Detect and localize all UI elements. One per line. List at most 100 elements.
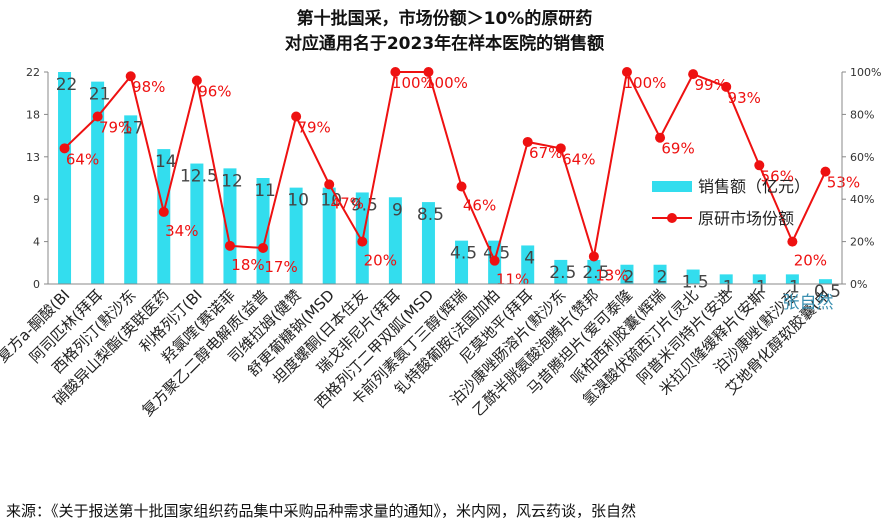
share-value-label: 56% bbox=[761, 167, 794, 185]
bar-value-label: 1 bbox=[789, 277, 800, 297]
bar bbox=[818, 279, 832, 284]
share-point bbox=[158, 206, 169, 217]
bar bbox=[223, 168, 237, 284]
y-right-tick-label: 40% bbox=[850, 193, 874, 206]
y-right-tick-label: 0% bbox=[850, 278, 867, 291]
bar bbox=[521, 245, 535, 284]
bar bbox=[686, 269, 700, 284]
share-value-label: 20% bbox=[364, 252, 397, 270]
y-left-tick-label: 9 bbox=[33, 193, 40, 206]
share-point bbox=[621, 67, 632, 77]
share-value-label: 53% bbox=[827, 174, 860, 192]
share-point bbox=[423, 67, 434, 77]
chart-title-line-1: 第十批国采，市场份额＞10%的原研药 bbox=[296, 9, 593, 29]
legend-swatch-bar bbox=[652, 181, 692, 192]
bar-value-label: 2.5 bbox=[549, 263, 576, 283]
bar-value-label: 4 bbox=[524, 248, 535, 268]
bar-value-label: 9 bbox=[392, 200, 403, 220]
share-point bbox=[125, 71, 136, 82]
share-point bbox=[357, 236, 368, 247]
chart-title-line-2: 对应通用名于2023年在样本医院的销售额 bbox=[284, 34, 605, 54]
y-left-tick-label: 4 bbox=[33, 236, 40, 249]
share-value-label: 20% bbox=[794, 252, 827, 270]
bar-value-label: 11 bbox=[254, 181, 276, 201]
share-point bbox=[489, 255, 500, 266]
y-left-tick-label: 13 bbox=[26, 151, 40, 164]
share-value-label: 67% bbox=[529, 144, 562, 162]
bar bbox=[785, 274, 799, 284]
bar-value-label: 1 bbox=[723, 277, 734, 297]
share-value-label: 100% bbox=[425, 74, 468, 92]
share-point bbox=[721, 81, 732, 92]
source-note: 来源：《关于报送第十批国家组织药品集中采购品种需求量的通知》，米内网，风云药谈，… bbox=[6, 502, 637, 520]
share-value-label: 99% bbox=[694, 76, 727, 94]
share-point bbox=[92, 111, 103, 122]
share-point bbox=[390, 67, 401, 77]
share-point bbox=[59, 143, 70, 154]
share-value-label: 18% bbox=[231, 256, 264, 274]
share-value-label: 79% bbox=[99, 119, 132, 137]
y-right-tick-label: 80% bbox=[850, 108, 874, 121]
share-value-label: 11% bbox=[496, 271, 529, 289]
bar bbox=[124, 115, 138, 284]
bar-value-label: 4.5 bbox=[450, 244, 477, 264]
y-left-tick-label: 18 bbox=[26, 108, 40, 121]
bar-value-label: 14 bbox=[155, 152, 177, 172]
bar bbox=[587, 259, 601, 284]
bar bbox=[752, 274, 766, 284]
legend-marker-line bbox=[667, 213, 677, 223]
bar bbox=[554, 259, 568, 284]
bar bbox=[322, 187, 336, 284]
share-point bbox=[522, 136, 533, 147]
y-right-tick-label: 60% bbox=[850, 151, 874, 164]
bar-value-label: 21 bbox=[89, 85, 111, 105]
bar bbox=[620, 264, 634, 284]
bar-value-label: 12.5 bbox=[180, 167, 218, 187]
share-point bbox=[655, 132, 666, 143]
share-value-label: 13% bbox=[595, 266, 628, 284]
bar bbox=[455, 240, 469, 284]
bar-value-label: 22 bbox=[56, 75, 78, 95]
share-value-label: 100% bbox=[392, 74, 435, 92]
bar bbox=[421, 202, 435, 284]
bar bbox=[653, 264, 667, 284]
share-point bbox=[688, 69, 699, 80]
bar-value-label: 2.5 bbox=[582, 263, 609, 283]
share-point bbox=[787, 236, 798, 247]
legend-label-bar: 销售额（亿元） bbox=[698, 177, 810, 196]
share-value-label: 79% bbox=[297, 119, 330, 137]
bar bbox=[289, 187, 303, 284]
bar-value-label: 0.5 bbox=[814, 282, 841, 302]
y-left-tick-label: 0 bbox=[33, 278, 40, 291]
share-value-label: 64% bbox=[562, 150, 595, 168]
watermark-text: 张自然 bbox=[783, 293, 834, 313]
share-value-label: 69% bbox=[661, 140, 694, 158]
bar-value-label: 1.5 bbox=[682, 273, 709, 293]
y-right-tick-label: 100% bbox=[850, 66, 881, 79]
share-point bbox=[456, 181, 467, 192]
bar-value-label: 2 bbox=[657, 268, 668, 288]
share-point bbox=[191, 75, 202, 86]
bar bbox=[91, 81, 105, 285]
bar-value-label: 2 bbox=[624, 268, 635, 288]
y-right-tick-label: 20% bbox=[850, 236, 874, 249]
bar bbox=[256, 178, 270, 284]
bar-value-label: 12 bbox=[221, 171, 243, 191]
share-point bbox=[754, 160, 765, 171]
share-value-label: 98% bbox=[132, 78, 165, 96]
share-value-label: 47% bbox=[331, 194, 364, 212]
bar-value-label: 17 bbox=[122, 118, 144, 138]
bar bbox=[388, 197, 402, 284]
share-point bbox=[258, 242, 269, 253]
share-value-label: 96% bbox=[198, 82, 231, 100]
bar-value-label: 10 bbox=[287, 191, 309, 211]
bar bbox=[719, 274, 733, 284]
legend-label-line: 原研市场份额 bbox=[698, 209, 794, 228]
share-point bbox=[820, 166, 831, 177]
bar-value-label: 1 bbox=[756, 277, 767, 297]
share-value-label: 17% bbox=[264, 258, 297, 276]
share-point bbox=[291, 111, 302, 122]
share-value-label: 93% bbox=[728, 89, 761, 107]
share-value-label: 100% bbox=[624, 74, 667, 92]
share-point bbox=[224, 240, 235, 251]
